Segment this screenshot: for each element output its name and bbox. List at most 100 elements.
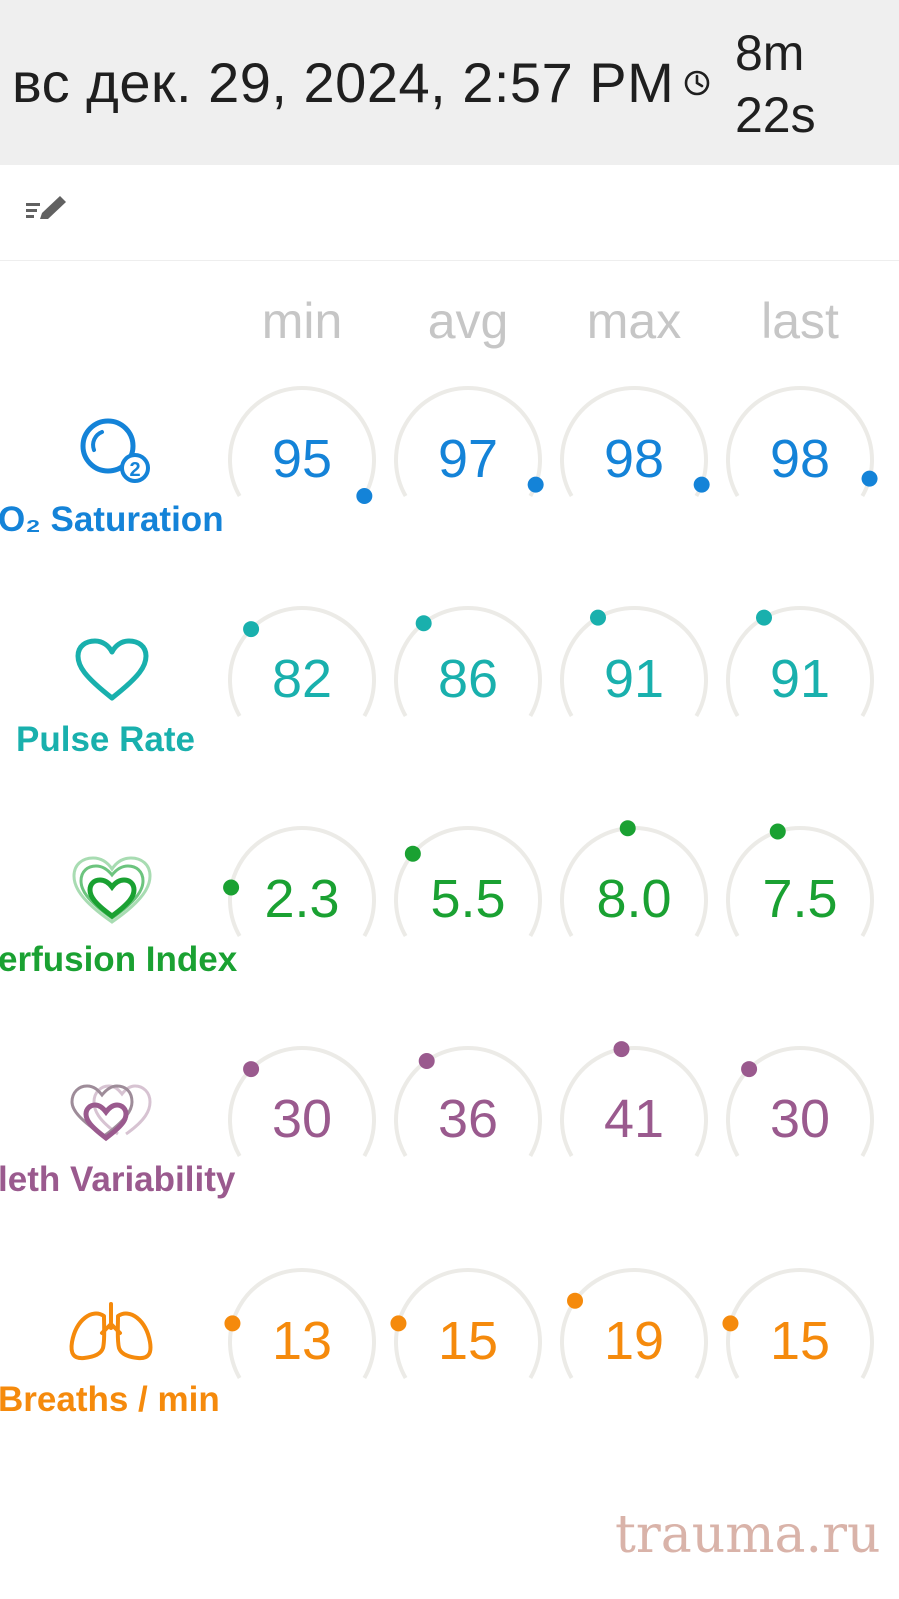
gauge-indicator-dot [722, 1315, 739, 1332]
metric-label-o2-saturation: O₂ Saturation [0, 500, 224, 539]
gauge-track [560, 386, 708, 497]
gauge-indicator-dot [567, 1292, 584, 1309]
gauge-perf-last: 7.5 [720, 820, 880, 980]
pleth-hearts-icon [68, 1078, 154, 1142]
layered-hearts-icon [72, 856, 152, 926]
gauge-value: 86 [437, 649, 499, 709]
gauge-track [394, 386, 542, 497]
gauge-value: 91 [769, 649, 831, 709]
gauge-pulse-avg: 86 [388, 600, 548, 760]
gauge-track [560, 1046, 708, 1157]
metric-label-perfusion-index: erfusion Index [0, 940, 238, 979]
gauge-indicator-dot [693, 476, 710, 493]
gauge-track [560, 606, 708, 717]
gauge-indicator-dot [527, 476, 544, 493]
gauge-value: 30 [769, 1089, 831, 1149]
gauge-indicator-dot [861, 470, 878, 487]
gauge-perf-max: 8.0 [554, 820, 714, 980]
gauge-indicator-dot [418, 1053, 435, 1070]
gauge-track [394, 1046, 542, 1157]
o2-bubbles-icon: 2 [78, 416, 150, 486]
duration-minutes: 8m [735, 25, 805, 81]
gauge-value: 95 [271, 429, 333, 489]
gauge-pulse-last: 91 [720, 600, 880, 760]
gauge-pleth-avg: 36 [388, 1040, 548, 1200]
gauge-pleth-last: 30 [720, 1040, 880, 1200]
gauge-track [228, 606, 376, 717]
gauge-breath-min: 13 [222, 1262, 382, 1422]
gauge-value: 41 [603, 1089, 665, 1149]
gauge-pulse-max: 91 [554, 600, 714, 760]
gauge-perf-min: 2.3 [222, 820, 382, 980]
session-duration: 8m 22s [735, 22, 885, 146]
gauge-value: 2.3 [264, 869, 340, 929]
gauge-value: 5.5 [430, 869, 506, 929]
svg-text:2: 2 [129, 459, 140, 481]
gauge-indicator-dot [741, 1061, 758, 1078]
column-header-max: max [586, 293, 682, 349]
gauge-indicator-dot [769, 823, 786, 840]
gauge-track [726, 826, 874, 937]
gauge-indicator-dot [756, 609, 772, 626]
duration-seconds: 22s [735, 87, 816, 143]
gauge-track [228, 1268, 376, 1379]
gauge-track [228, 1046, 376, 1157]
gauge-breath-max: 19 [554, 1262, 714, 1422]
gauge-value: 36 [437, 1089, 499, 1149]
gauge-indicator-dot [243, 621, 260, 638]
gauge-o2-last: 98 [720, 380, 880, 540]
gauge-indicator-dot [613, 1041, 630, 1058]
gauge-perf-avg: 5.5 [388, 820, 548, 980]
gauge-value: 8.0 [596, 869, 672, 929]
gauge-value: 98 [769, 429, 831, 489]
gauge-indicator-dot [404, 845, 421, 862]
metric-label-breaths-per-min: Breaths / min [0, 1380, 220, 1419]
gauge-breath-last: 15 [720, 1262, 880, 1422]
gauge-value: 91 [603, 649, 665, 709]
gauge-value: 30 [271, 1089, 333, 1149]
gauge-pulse-min: 82 [222, 600, 382, 760]
gauge-value: 82 [271, 649, 333, 709]
gauge-track [394, 826, 542, 937]
gauge-indicator-dot [356, 488, 373, 504]
gauge-o2-max: 98 [554, 380, 714, 540]
lungs-icon [68, 1302, 154, 1362]
gauge-o2-avg: 97 [388, 380, 548, 540]
gauge-indicator-dot [415, 615, 432, 632]
gauge-indicator-dot [390, 1315, 407, 1332]
gauge-track [560, 1268, 708, 1379]
gauge-indicator-dot [223, 879, 240, 896]
gauge-pleth-min: 30 [222, 1040, 382, 1200]
column-header-avg: avg [427, 293, 509, 349]
gauge-track [726, 1268, 874, 1379]
session-datetime: вс дек. 29, 2024, 2:57 PM [12, 51, 675, 114]
heart-outline-icon [74, 638, 150, 704]
session-header: вс дек. 29, 2024, 2:57 PM 8m 22s [0, 0, 899, 165]
gauge-value: 98 [603, 429, 665, 489]
gauge-pleth-max: 41 [554, 1040, 714, 1200]
clock-icon [682, 68, 712, 98]
gauge-value: 15 [769, 1311, 831, 1371]
gauge-track [726, 386, 874, 497]
gauge-track [726, 1046, 874, 1157]
gauge-indicator-dot [590, 609, 606, 626]
gauge-track [228, 386, 376, 497]
gauge-track [394, 606, 542, 717]
gauge-indicator-dot [619, 820, 636, 837]
column-header-last: last [761, 293, 839, 349]
gauge-value: 15 [437, 1311, 499, 1371]
watermark: trauma.ru [615, 1505, 881, 1565]
gauge-value: 7.5 [762, 869, 838, 929]
gauge-track [394, 1268, 542, 1379]
gauge-breath-avg: 15 [388, 1262, 548, 1422]
metric-label-pleth-variability: leth Variability [0, 1160, 236, 1199]
gauge-indicator-dot [224, 1315, 241, 1332]
column-header-min: min [261, 293, 343, 349]
notes-row[interactable] [0, 165, 899, 261]
metric-label-pulse-rate: Pulse Rate [16, 720, 195, 759]
gauge-o2-min: 95 [222, 380, 382, 540]
gauge-value: 13 [271, 1311, 333, 1371]
gauge-value: 19 [603, 1311, 665, 1371]
edit-notes-icon[interactable] [22, 193, 72, 227]
gauge-value: 97 [437, 429, 499, 489]
